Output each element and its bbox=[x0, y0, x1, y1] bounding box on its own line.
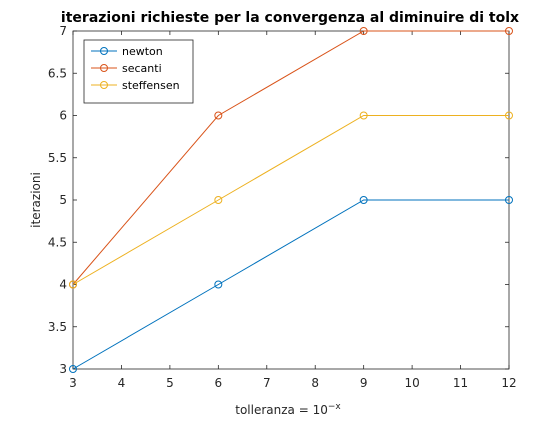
legend-label-steffensen: steffensen bbox=[122, 79, 180, 92]
series-line-steffensen bbox=[72, 115, 509, 285]
data-point-secanti bbox=[359, 27, 368, 35]
x-tick-label: 7 bbox=[263, 376, 271, 390]
data-point-newton bbox=[359, 196, 368, 204]
legend-marker-newton bbox=[100, 47, 108, 55]
y-tick-label: 6 bbox=[59, 109, 67, 123]
legend-label-newton: newton bbox=[122, 45, 163, 58]
data-point-steffensen bbox=[359, 111, 368, 120]
x-tick-label: 11 bbox=[453, 376, 468, 390]
data-point-steffensen bbox=[69, 280, 77, 289]
y-tick-label: 6.5 bbox=[48, 66, 67, 80]
legend-marker-steffensen bbox=[100, 81, 108, 89]
legend-label-secanti: secanti bbox=[122, 62, 162, 75]
data-point-newton bbox=[69, 365, 77, 373]
x-tick-label: 6 bbox=[215, 376, 223, 390]
x-tick-label: 4 bbox=[118, 376, 126, 390]
x-tick-label: 8 bbox=[311, 376, 319, 390]
x-tick-label: 3 bbox=[69, 376, 77, 390]
series-line-newton bbox=[72, 199, 509, 370]
x-tick-label: 5 bbox=[166, 376, 174, 390]
x-axis-label: tolleranza = 10−x bbox=[235, 402, 341, 417]
data-point-steffensen bbox=[214, 196, 223, 204]
chart-title: iterazioni richieste per la convergenza … bbox=[61, 10, 519, 26]
data-point-steffensen bbox=[505, 111, 513, 120]
data-point-secanti bbox=[505, 27, 513, 35]
x-tick-label: 10 bbox=[404, 376, 419, 390]
x-axis-label-exponent: −x bbox=[328, 402, 342, 412]
legend-marker-secanti bbox=[100, 64, 108, 72]
x-tick-label: 9 bbox=[360, 376, 368, 390]
y-tick-label: 5 bbox=[59, 193, 67, 207]
series-line-secanti bbox=[72, 30, 509, 285]
x-axis-label-base: tolleranza = 10 bbox=[235, 403, 328, 417]
y-tick-label: 7 bbox=[59, 24, 67, 38]
y-tick-label: 4 bbox=[59, 278, 67, 292]
x-tick-label: 12 bbox=[501, 376, 516, 390]
data-point-secanti bbox=[214, 111, 223, 120]
y-tick-label: 3.5 bbox=[48, 320, 67, 334]
y-tick-label: 5.5 bbox=[48, 151, 67, 165]
y-axis-label: iterazioni bbox=[29, 172, 43, 228]
data-point-newton bbox=[505, 196, 513, 204]
y-tick-label: 3 bbox=[59, 362, 67, 376]
data-point-newton bbox=[214, 280, 223, 289]
y-tick-label: 4.5 bbox=[48, 235, 67, 249]
